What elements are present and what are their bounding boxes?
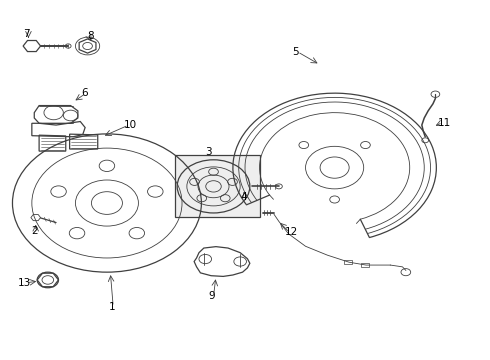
Text: 7: 7 [24,29,30,39]
Bar [361,263,369,267]
Text: 2: 2 [31,226,38,237]
Text: 13: 13 [18,278,31,288]
Bar [344,260,352,264]
Text: 1: 1 [108,302,115,312]
Text: 8: 8 [87,31,94,41]
Text: 12: 12 [285,228,298,238]
Text: 3: 3 [205,147,212,157]
Text: 5: 5 [293,47,299,57]
Bar [175,155,260,217]
Text: 6: 6 [81,88,88,98]
Text: 10: 10 [124,120,137,130]
Text: 9: 9 [209,291,215,301]
Text: 4: 4 [240,192,247,202]
Text: 11: 11 [438,118,451,127]
